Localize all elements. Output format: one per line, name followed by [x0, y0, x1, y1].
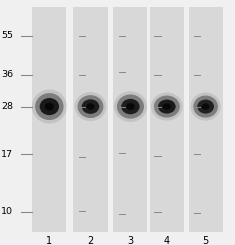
Ellipse shape — [45, 103, 54, 110]
Text: 3: 3 — [127, 236, 133, 245]
Ellipse shape — [117, 95, 144, 119]
Ellipse shape — [154, 96, 180, 118]
Text: 4: 4 — [164, 236, 170, 245]
Ellipse shape — [163, 103, 171, 110]
Bar — [150, 7, 184, 232]
Text: 17: 17 — [1, 150, 13, 159]
Ellipse shape — [32, 89, 67, 124]
Ellipse shape — [151, 93, 183, 121]
Bar — [73, 7, 108, 232]
Bar — [188, 7, 223, 232]
Ellipse shape — [78, 95, 103, 118]
Ellipse shape — [197, 99, 214, 114]
Ellipse shape — [158, 99, 176, 114]
Ellipse shape — [126, 103, 135, 110]
Text: 55: 55 — [1, 31, 13, 40]
Text: 1: 1 — [46, 236, 52, 245]
Ellipse shape — [114, 91, 147, 122]
Ellipse shape — [193, 96, 218, 118]
Bar — [32, 7, 66, 232]
Ellipse shape — [35, 93, 63, 120]
Ellipse shape — [82, 99, 99, 114]
Ellipse shape — [121, 99, 140, 114]
Text: 28: 28 — [1, 102, 13, 111]
Text: 5: 5 — [203, 236, 209, 245]
Text: 2: 2 — [87, 236, 94, 245]
Text: 10: 10 — [1, 208, 13, 216]
Ellipse shape — [202, 103, 210, 110]
Ellipse shape — [40, 98, 59, 115]
Text: 36: 36 — [1, 70, 13, 79]
Ellipse shape — [75, 92, 106, 121]
Bar — [114, 7, 148, 232]
Ellipse shape — [191, 93, 221, 121]
Ellipse shape — [86, 103, 94, 110]
